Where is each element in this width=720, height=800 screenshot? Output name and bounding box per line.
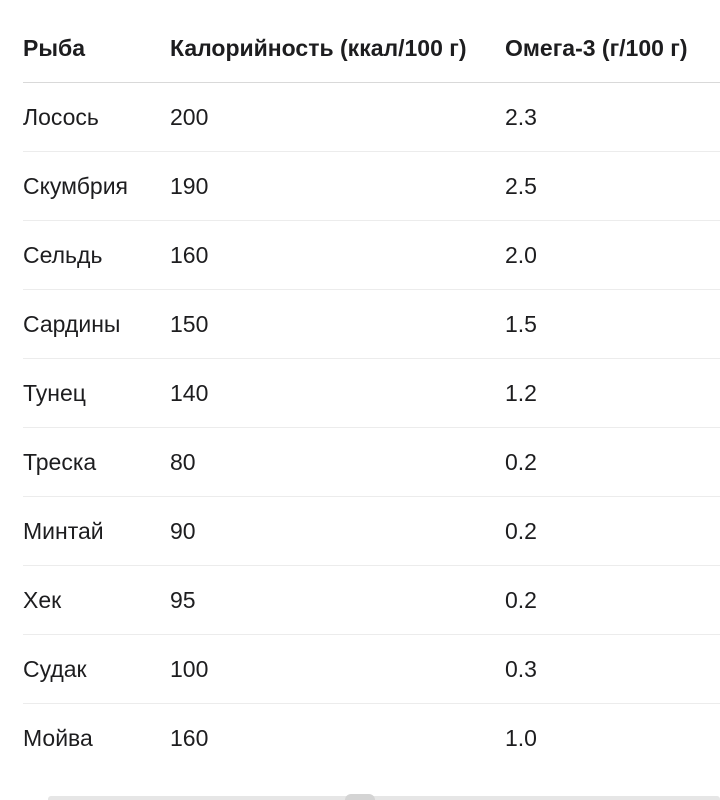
table-row: Сельдь 160 2.0 xyxy=(23,220,720,290)
cell-calories: 140 xyxy=(170,358,505,428)
table-row: Лосось 200 2.3 xyxy=(23,82,720,152)
table-row: Хек 95 0.2 xyxy=(23,565,720,635)
cell-calories: 150 xyxy=(170,289,505,359)
table-row: Сардины 150 1.5 xyxy=(23,289,720,359)
cell-calories: 160 xyxy=(170,220,505,290)
cell-calories: 100 xyxy=(170,634,505,704)
scroll-down-handle[interactable] xyxy=(345,794,375,800)
table-header-row: Рыба Калорийность (ккал/100 г) Омега-3 (… xyxy=(23,0,720,83)
table-row: Скумбрия 190 2.5 xyxy=(23,151,720,221)
cell-fish: Скумбрия xyxy=(23,151,170,221)
cell-omega3: 0.2 xyxy=(505,427,720,497)
table-row: Треска 80 0.2 xyxy=(23,427,720,497)
cell-omega3: 1.2 xyxy=(505,358,720,428)
column-header-fish: Рыба xyxy=(23,0,170,83)
cell-fish: Сардины xyxy=(23,289,170,359)
cell-calories: 160 xyxy=(170,724,209,751)
horizontal-scrollbar-track[interactable] xyxy=(48,796,720,800)
cell-omega3: 0.2 xyxy=(505,565,720,635)
cell-omega3: 0.3 xyxy=(505,634,720,704)
cell-fish: Мойва xyxy=(23,724,93,751)
cell-calories: 200 xyxy=(170,82,505,152)
cell-fish: Тунец xyxy=(23,358,170,428)
cell-fish: Хек xyxy=(23,565,170,635)
column-header-calories: Калорийность (ккал/100 г) xyxy=(170,0,505,83)
cell-fish: Треска xyxy=(23,427,170,497)
fish-nutrition-table-container: Рыба Калорийность (ккал/100 г) Омега-3 (… xyxy=(23,0,720,772)
column-header-omega3: Омега-3 (г/100 г) xyxy=(505,0,720,83)
cell-omega3: 2.0 xyxy=(505,220,720,290)
table-row: Тунец 140 1.2 xyxy=(23,358,720,428)
cell-calories: 90 xyxy=(170,496,505,566)
cell-omega3: 2.3 xyxy=(505,82,720,152)
table-row: Минтай 90 0.2 xyxy=(23,496,720,566)
cell-fish: Лосось xyxy=(23,82,170,152)
cell-calories: 80 xyxy=(170,427,505,497)
cell-omega3: 0.2 xyxy=(505,496,720,566)
cell-omega3: 1.0 xyxy=(505,724,537,751)
cell-fish: Минтай xyxy=(23,496,170,566)
table-row: Мойва 160 1.0 xyxy=(23,704,720,773)
cell-calories: 190 xyxy=(170,151,505,221)
cell-omega3: 2.5 xyxy=(505,151,720,221)
fish-nutrition-table: Рыба Калорийность (ккал/100 г) Омега-3 (… xyxy=(23,0,720,772)
table-row: Судак 100 0.3 xyxy=(23,634,720,704)
cell-fish: Судак xyxy=(23,634,170,704)
cell-fish: Сельдь xyxy=(23,220,170,290)
cell-calories: 95 xyxy=(170,565,505,635)
cell-omega3: 1.5 xyxy=(505,289,720,359)
